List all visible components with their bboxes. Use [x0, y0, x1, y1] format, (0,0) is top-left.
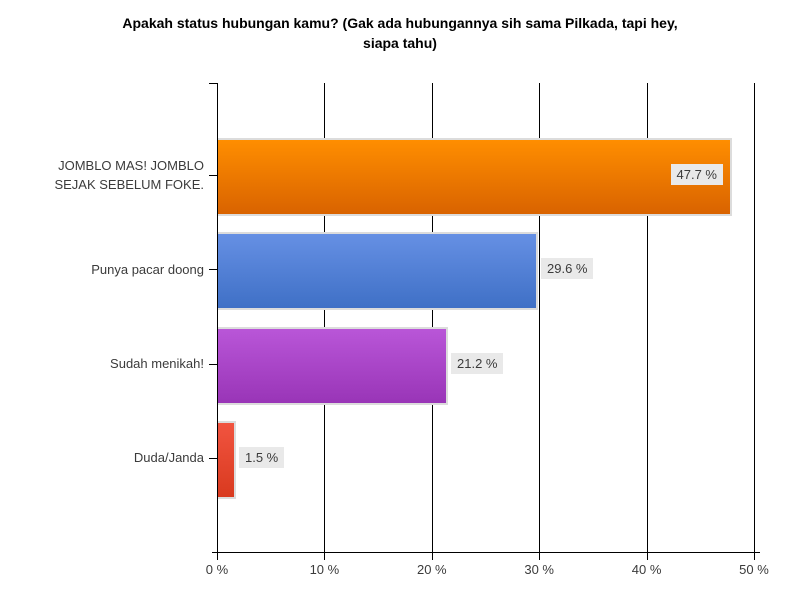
value-label: 21.2 %: [451, 352, 504, 374]
category-label: JOMBLO MAS! JOMBLO SEJAK SEBELUM FOKE.: [54, 158, 204, 192]
x-tick-label: 30 %: [524, 562, 554, 577]
value-label: 29.6 %: [541, 258, 594, 280]
y-axis-end-tick: [209, 83, 217, 84]
x-tick-label: 40 %: [631, 562, 662, 577]
gridline-40: [646, 83, 648, 552]
chart-title-line2: siapa tahu): [363, 35, 437, 51]
x-tick-label: 0 %: [205, 562, 229, 577]
x-axis-tick: [431, 552, 433, 560]
bar: [218, 232, 538, 311]
value-label: 1.5 %: [239, 446, 285, 468]
category-tick: [209, 175, 217, 176]
category-label: Duda/Janda: [133, 450, 204, 466]
category-label: Punya pacar doong: [91, 261, 204, 277]
x-tick-label: 10 %: [309, 562, 340, 577]
gridline-20: [431, 83, 433, 552]
x-axis-tick: [217, 552, 218, 560]
x-axis: [212, 552, 760, 553]
bar: [218, 420, 236, 499]
x-tick-label: 20 %: [416, 562, 447, 577]
gridline-50: [754, 83, 755, 552]
category-label: Sudah menikah!: [110, 356, 204, 372]
value-label: 47.7 %: [670, 164, 723, 185]
chart-title-line1: Apakah status hubungan kamu? (Gak ada hu…: [122, 15, 678, 31]
category-tick: [209, 364, 217, 365]
x-axis-tick: [324, 552, 326, 560]
y-axis: [217, 83, 218, 552]
category-tick: [209, 269, 217, 270]
bar: [218, 326, 448, 405]
gridline-10: [324, 83, 326, 552]
x-axis-tick: [646, 552, 648, 560]
gridline-30: [539, 83, 541, 552]
bar: [218, 138, 732, 216]
chart-title: Apakah status hubungan kamu? (Gak ada hu…: [0, 13, 800, 53]
x-axis-tick: [539, 552, 541, 560]
x-tick-label: 50 %: [739, 562, 769, 577]
category-tick: [209, 458, 217, 459]
x-axis-tick: [754, 552, 755, 560]
